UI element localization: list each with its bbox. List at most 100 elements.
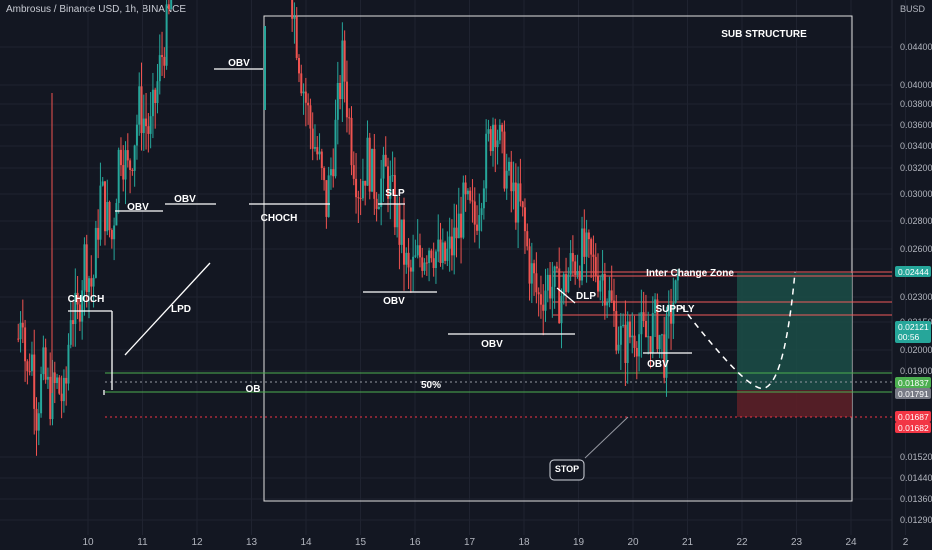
candle-body (304, 91, 307, 103)
candle-body (603, 273, 606, 306)
candle-body (512, 182, 515, 192)
candle-body (115, 203, 118, 226)
candle-body (640, 312, 643, 335)
candle-body (622, 324, 625, 326)
x-tick-label: 22 (736, 537, 748, 548)
candle-body (667, 304, 670, 317)
candle-body (414, 255, 417, 257)
candle-body (26, 361, 29, 372)
candle-body (434, 251, 437, 268)
candle-body (94, 227, 97, 278)
candle-body (615, 311, 618, 351)
candle-body (343, 40, 346, 82)
candle-body (494, 124, 497, 148)
candle-body (574, 261, 577, 275)
y-tick-label: 0.04000 (900, 80, 932, 90)
candle-body (473, 201, 476, 225)
candle-body (510, 161, 513, 192)
candle-body (599, 280, 602, 292)
candle-body (154, 89, 157, 103)
candle-body (453, 227, 456, 256)
candle-body (624, 324, 627, 363)
candle-body (391, 175, 394, 177)
candle-body (65, 377, 68, 384)
candle-body (651, 313, 654, 354)
y-tick-label: 0.02000 (900, 345, 932, 355)
candle-body (482, 188, 485, 209)
price-badge-ob-bottom (895, 388, 931, 399)
candle-body (455, 227, 458, 239)
candle-body (626, 321, 629, 363)
candle-body (402, 219, 405, 265)
candle-body (446, 248, 449, 261)
candle-body (418, 245, 421, 258)
candle-body (466, 190, 469, 195)
y-tick-label: 0.02300 (900, 292, 932, 302)
candle-body (58, 377, 61, 394)
y-tick-label: 0.03200 (900, 163, 932, 173)
candle-body (590, 239, 593, 255)
candle-body (398, 204, 401, 245)
candle-body (387, 166, 390, 199)
candle-body (316, 147, 319, 155)
candle-body (409, 267, 412, 272)
candle-body (76, 292, 79, 305)
candle-body (336, 82, 339, 120)
candle-body (108, 201, 111, 231)
candle-body (647, 336, 650, 338)
candle-body (350, 117, 353, 166)
sub-structure-box (263, 15, 853, 502)
annotation-label: OB (246, 384, 261, 395)
candle-body (619, 325, 622, 345)
y-tick-label: 0.01360 (900, 494, 932, 504)
candle-body (528, 246, 531, 284)
candle-body (567, 274, 570, 292)
candle-body (161, 55, 164, 57)
candle-body (30, 354, 33, 372)
annotation-label: STOP (555, 464, 579, 474)
candle-body (35, 408, 38, 431)
candle-body (17, 338, 20, 340)
candle-body (133, 145, 136, 171)
y-tick-label: 0.02600 (900, 244, 932, 254)
candle-body (485, 133, 488, 189)
candle-body (359, 197, 362, 199)
candle-body (405, 252, 408, 265)
candle-body (352, 165, 355, 179)
candle-body (373, 148, 376, 199)
candle-body (462, 182, 465, 238)
x-tick-label: 11 (137, 537, 148, 548)
candle-body (439, 239, 442, 263)
candle-body (642, 312, 645, 321)
candle-body (507, 161, 510, 171)
candle-body (384, 154, 387, 167)
candle-body (122, 165, 125, 180)
candle-body (526, 231, 529, 247)
price-badge-current-countdown: 00:56 (898, 332, 920, 342)
candle-body (562, 274, 565, 297)
candle-body (489, 129, 492, 152)
annotation-label: OBV (481, 339, 503, 350)
candle-body (37, 413, 40, 431)
candle-body (521, 201, 524, 208)
stop-zone (737, 390, 852, 417)
candle-body (142, 118, 145, 134)
candle-body (81, 290, 84, 322)
candle-body (325, 180, 328, 217)
candle-body (672, 302, 675, 324)
candle-body (649, 336, 652, 354)
candle-body (380, 178, 383, 207)
candle-body (44, 347, 47, 380)
candle-body (53, 372, 56, 384)
candle-body (302, 91, 305, 94)
candle-body (28, 371, 31, 373)
candle-body (644, 320, 647, 338)
annotation-label: SUB STRUCTURE (721, 29, 807, 40)
candle-body (505, 170, 508, 189)
candle-body (156, 81, 159, 103)
candle-body (631, 335, 634, 338)
candle-body (663, 334, 666, 378)
candle-body (90, 278, 93, 287)
candle-body (88, 278, 91, 293)
